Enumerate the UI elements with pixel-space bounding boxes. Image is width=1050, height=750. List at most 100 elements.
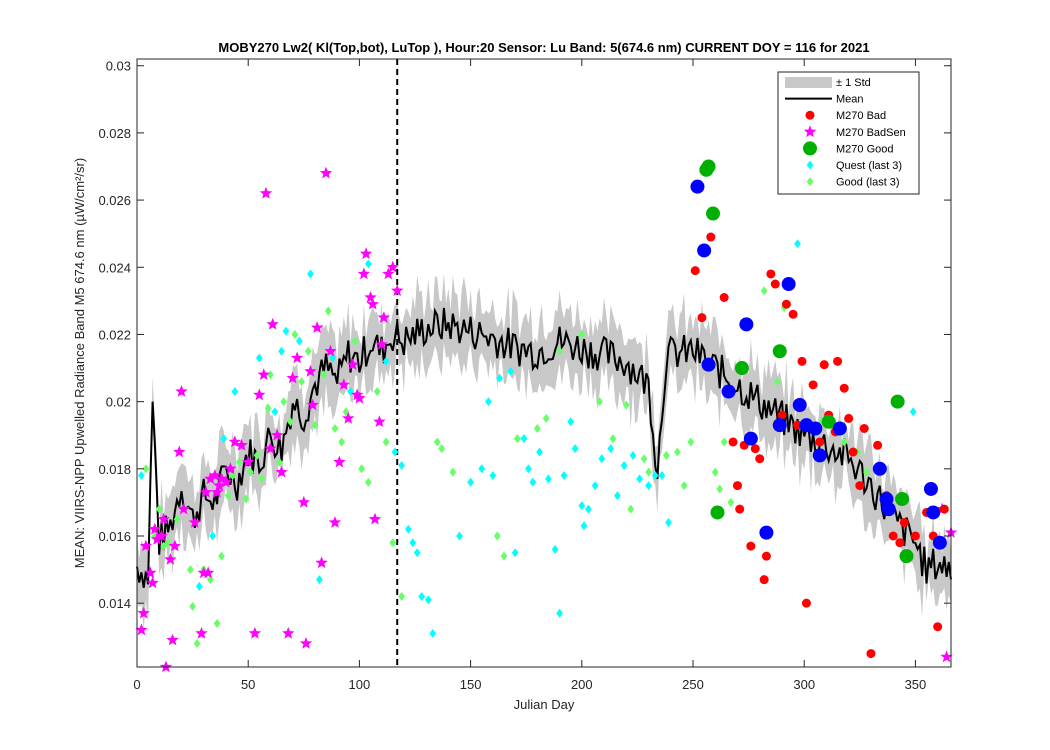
good-last3-point xyxy=(500,551,508,561)
good-last3-point xyxy=(258,474,265,484)
quest-point xyxy=(138,471,145,481)
good-last3-point xyxy=(640,454,648,464)
quest-point xyxy=(489,471,497,481)
bad-point xyxy=(848,447,858,457)
quest-point xyxy=(525,464,532,474)
bad-point xyxy=(697,313,707,323)
y-tick-label: 0.014 xyxy=(98,596,131,611)
plot-area xyxy=(135,59,958,673)
badsen-point xyxy=(168,539,181,552)
blue-layer xyxy=(690,179,947,550)
bad-point xyxy=(759,575,769,585)
badsen-point xyxy=(270,428,284,441)
legend-item-std: ± 1 Std xyxy=(785,77,871,89)
quest-point xyxy=(578,501,586,511)
badsen-point xyxy=(275,465,288,478)
bad-point xyxy=(895,538,905,548)
y-tick-label: 0.03 xyxy=(106,59,131,74)
good-point xyxy=(890,394,905,409)
good-last3-point xyxy=(727,497,735,507)
quest-point xyxy=(529,477,537,487)
quest-point xyxy=(209,531,216,541)
good-last3-point xyxy=(578,329,586,339)
y-tick-label: 0.028 xyxy=(98,126,131,141)
badsen-point xyxy=(353,391,366,404)
badsen-point xyxy=(297,495,310,508)
badsen-point xyxy=(248,626,262,639)
good-last3-point xyxy=(609,434,617,444)
quest-point xyxy=(295,336,303,346)
badsen-point xyxy=(188,516,201,528)
quest-point xyxy=(520,434,528,444)
badsen-point xyxy=(204,472,217,485)
good-last3-point xyxy=(438,444,446,454)
quest-point xyxy=(598,454,606,464)
legend-label: M270 BadSen xyxy=(836,127,906,139)
good-last3-point xyxy=(373,387,381,397)
badsen-point xyxy=(306,398,319,411)
bad-point xyxy=(808,380,818,390)
good-last3-point xyxy=(542,413,550,423)
bad-point xyxy=(761,551,771,561)
good-last3-point xyxy=(687,437,695,447)
quest-point xyxy=(651,471,659,481)
good-last3-point xyxy=(280,397,288,407)
good-last3-point xyxy=(760,286,768,296)
good-last3-point xyxy=(173,514,181,524)
badsen-point xyxy=(253,388,266,401)
x-tick-label: 100 xyxy=(349,677,371,692)
quest-point xyxy=(478,464,486,474)
quest-point xyxy=(398,460,406,470)
good-point xyxy=(706,206,721,221)
badsen-point xyxy=(382,267,395,280)
good-last3-point xyxy=(331,424,339,434)
quest-point xyxy=(580,521,588,531)
badsen-point xyxy=(224,462,237,475)
good-last3-point xyxy=(622,400,630,410)
badsen-point xyxy=(146,576,159,589)
quest-point xyxy=(620,460,628,470)
highlight-point xyxy=(781,277,796,292)
bad-point xyxy=(866,649,876,659)
quest-point xyxy=(429,628,437,638)
good-point xyxy=(710,505,725,520)
good-last3-point xyxy=(774,376,781,386)
y-tick-label: 0.026 xyxy=(98,193,131,208)
good-last3-point xyxy=(298,376,305,386)
highlight-point xyxy=(808,421,823,436)
y-tick-label: 0.02 xyxy=(106,395,131,410)
legend-swatch xyxy=(806,160,814,170)
bad-point xyxy=(833,356,843,366)
good-last3-point xyxy=(513,434,521,444)
highlight-point xyxy=(832,421,847,436)
x-ticks: 0 50 100 150 200 250 300 350 xyxy=(133,59,926,692)
good-point xyxy=(899,549,914,564)
quest-point xyxy=(556,608,563,618)
badsen-point xyxy=(177,502,190,515)
quest-point xyxy=(220,434,228,444)
good-last3-point xyxy=(533,424,541,434)
quest-point xyxy=(567,417,575,427)
legend-item-good3: Good (last 3) xyxy=(806,177,900,189)
quest-point xyxy=(585,504,592,514)
highlight-point xyxy=(697,243,712,258)
good-last3-point xyxy=(155,504,163,514)
good-last3-point xyxy=(674,447,681,457)
bad-point xyxy=(873,440,883,450)
good-point xyxy=(734,361,749,376)
good-last3-point xyxy=(382,437,390,447)
good-last3-point xyxy=(242,494,250,504)
good-last3-point xyxy=(320,370,328,380)
badsen-point xyxy=(290,351,304,364)
quest-point xyxy=(413,548,421,558)
badsen-point xyxy=(259,186,273,199)
badsen-point xyxy=(357,267,370,280)
quest-point xyxy=(629,450,637,460)
quest-point xyxy=(645,481,652,491)
badsen-point xyxy=(368,512,382,525)
good-last3-point xyxy=(389,538,397,548)
legend-label: Good (last 3) xyxy=(836,177,900,189)
badsen-point xyxy=(210,485,224,498)
quest-point xyxy=(496,373,503,383)
legend-swatch xyxy=(803,125,817,138)
